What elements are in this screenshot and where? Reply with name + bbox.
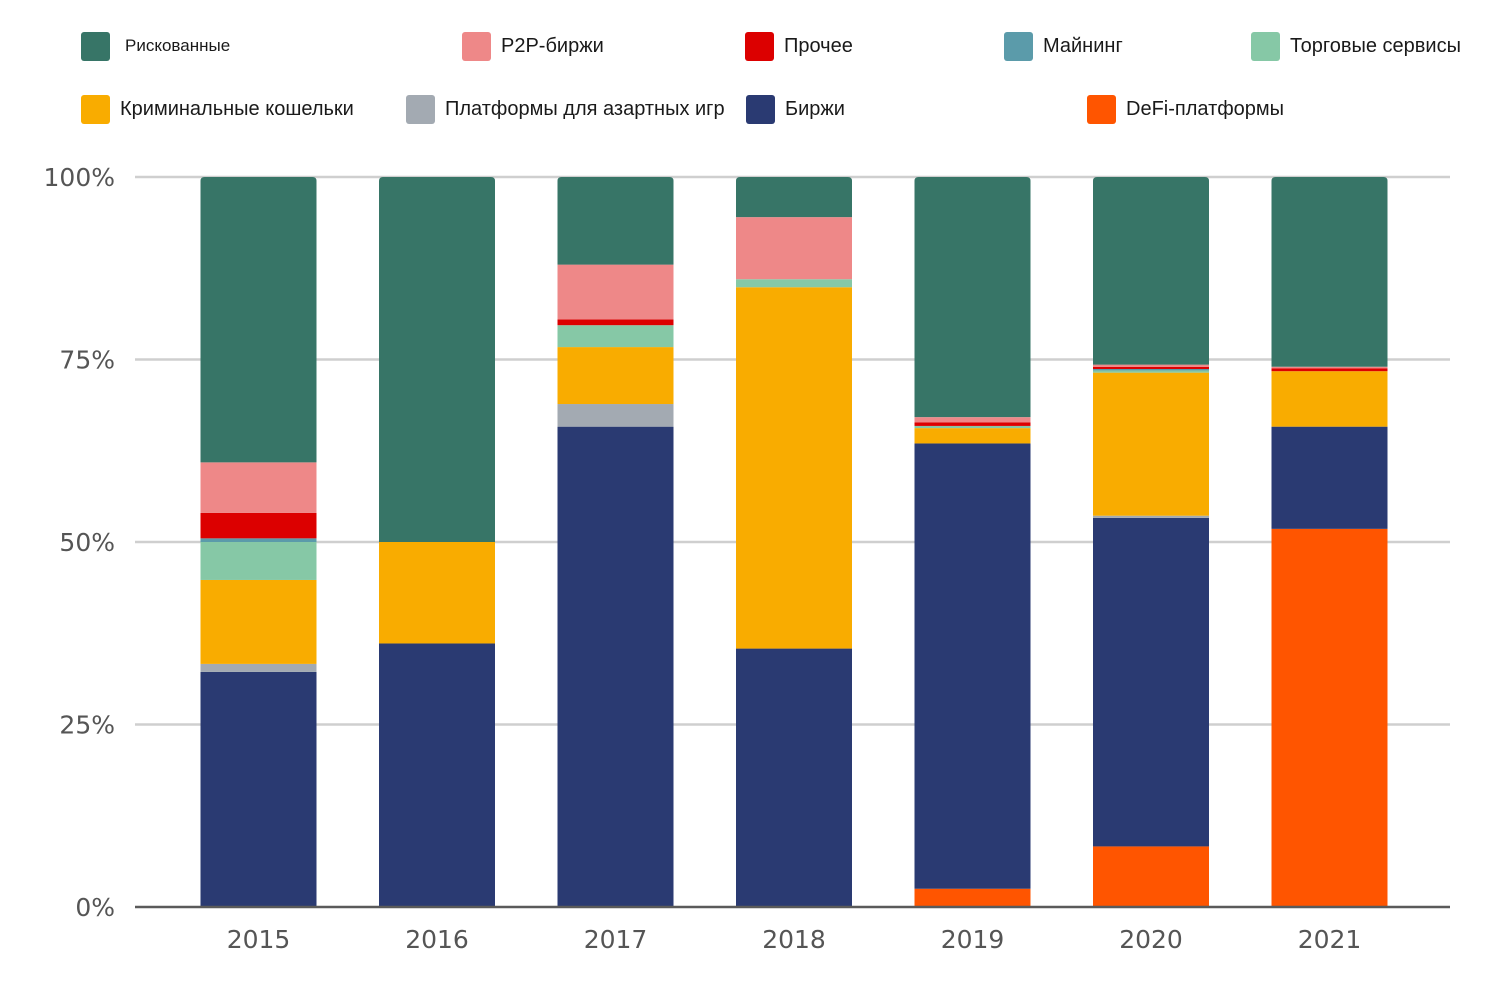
bar-stack-2019 <box>914 177 1031 907</box>
legend-item-trading: Торговые сервисы <box>1251 31 1461 61</box>
legend-label-other: Прочее <box>784 34 853 57</box>
bar-segment <box>914 425 1031 429</box>
bar-segment <box>914 417 1031 423</box>
x-tick-label: 2019 <box>941 925 1005 954</box>
bar-segment <box>200 579 317 664</box>
legend-swatch-mining <box>1004 31 1033 61</box>
bar-segment <box>557 319 674 326</box>
legend-item-defi: DeFi-платформы <box>1087 94 1284 124</box>
bar-segment <box>1093 846 1209 907</box>
bar-segment <box>1093 177 1209 365</box>
legend-label-exchanges: Биржи <box>785 97 845 120</box>
legend-swatch-trading <box>1251 31 1280 61</box>
legend-label-criminal: Криминальные кошельки <box>120 97 354 120</box>
bar-segment <box>200 177 317 463</box>
bar-segment <box>200 512 317 539</box>
x-tick-label: 2017 <box>584 925 648 954</box>
legend-label-p2p: P2P-биржи <box>501 34 604 57</box>
bar-stack-2015 <box>200 177 317 907</box>
bar-segment <box>736 648 852 907</box>
bar-segment <box>557 177 674 265</box>
bar-segment <box>1093 372 1209 516</box>
bar-stack-2020 <box>1093 177 1209 907</box>
y-tick-label: 25% <box>59 711 115 740</box>
bar-segment <box>736 217 852 280</box>
legend-item-gambling: Платформы для азартных игр <box>406 94 725 124</box>
bar-segment <box>1093 517 1209 847</box>
bar-segment <box>557 404 674 427</box>
legend-label-mining: Майнинг <box>1043 34 1123 57</box>
bar-segment <box>736 287 852 649</box>
bar-stack-2018 <box>736 177 852 907</box>
legend-swatch-gambling <box>406 94 435 124</box>
bar-segment <box>1271 177 1388 367</box>
x-tick-label: 2021 <box>1298 925 1362 954</box>
bar-segment <box>736 279 852 288</box>
legend-item-criminal: Криминальные кошельки <box>81 94 354 124</box>
bar-segment <box>1093 515 1209 518</box>
bar-segment <box>914 443 1031 889</box>
y-tick-label: 75% <box>59 346 115 375</box>
x-tick-label: 2018 <box>762 925 826 954</box>
legend-item-p2p: P2P-биржи <box>462 31 604 61</box>
legend-item-risky: Рискованные <box>81 31 230 61</box>
y-tick-label: 100% <box>44 163 115 192</box>
bar-segment <box>200 538 317 542</box>
bar-segment <box>1093 368 1209 371</box>
bar-segment <box>1093 370 1209 373</box>
legend-item-mining: Майнинг <box>1004 31 1123 61</box>
bar-segment <box>557 264 674 320</box>
bar-segment <box>736 177 852 218</box>
legend-label-risky: Рискованные <box>125 36 231 55</box>
bar-segment <box>200 671 317 907</box>
chart-legend: Рискованные P2P-биржи Прочее Майнинг Тор… <box>0 0 1508 140</box>
legend-swatch-criminal <box>81 94 110 124</box>
x-tick-label: 2016 <box>405 925 469 954</box>
bar-segment <box>914 888 1031 907</box>
bar-segment <box>557 325 674 348</box>
bar-segment <box>200 663 317 672</box>
legend-swatch-exchanges <box>746 94 775 124</box>
bars <box>200 177 1388 907</box>
bar-segment <box>557 426 674 907</box>
y-tick-label: 0% <box>75 893 115 922</box>
y-axis-ticks: 0% 25% 50% 75% 100% <box>44 163 115 922</box>
bar-segment <box>200 542 317 580</box>
x-tick-label: 2015 <box>227 925 291 954</box>
bar-segment <box>379 643 495 907</box>
bar-segment <box>379 542 495 644</box>
legend-label-trading: Торговые сервисы <box>1290 34 1461 57</box>
bar-segment <box>914 422 1031 426</box>
x-axis-ticks: 2015 2016 2017 2018 2019 2020 2021 <box>227 925 1362 954</box>
legend-swatch-other <box>745 31 774 61</box>
bar-segment <box>1271 371 1388 427</box>
bar-stack-2017 <box>557 177 674 907</box>
bar-segment <box>1093 364 1209 367</box>
legend-item-other: Прочее <box>745 31 853 61</box>
x-tick-label: 2020 <box>1119 925 1183 954</box>
bar-segment <box>1093 366 1209 369</box>
bar-segment <box>200 462 317 513</box>
bar-segment <box>1271 366 1388 369</box>
bar-segment <box>557 347 674 405</box>
y-tick-label: 50% <box>59 528 115 557</box>
legend-swatch-defi <box>1087 94 1116 124</box>
bar-segment <box>1271 426 1388 529</box>
bar-segment <box>1271 528 1388 907</box>
bar-segment <box>914 428 1031 444</box>
bar-segment <box>379 177 495 542</box>
legend-label-defi: DeFi-платформы <box>1126 97 1285 120</box>
bar-stack-2021 <box>1271 177 1388 907</box>
bar-segment <box>1271 368 1388 372</box>
legend-label-gambling: Платформы для азартных игр <box>445 97 725 120</box>
legend-item-exchanges: Биржи <box>746 94 845 124</box>
bar-segment <box>914 177 1031 418</box>
bar-stack-2016 <box>379 177 495 907</box>
legend-swatch-p2p <box>462 31 491 61</box>
legend-swatch-risky <box>81 31 110 61</box>
